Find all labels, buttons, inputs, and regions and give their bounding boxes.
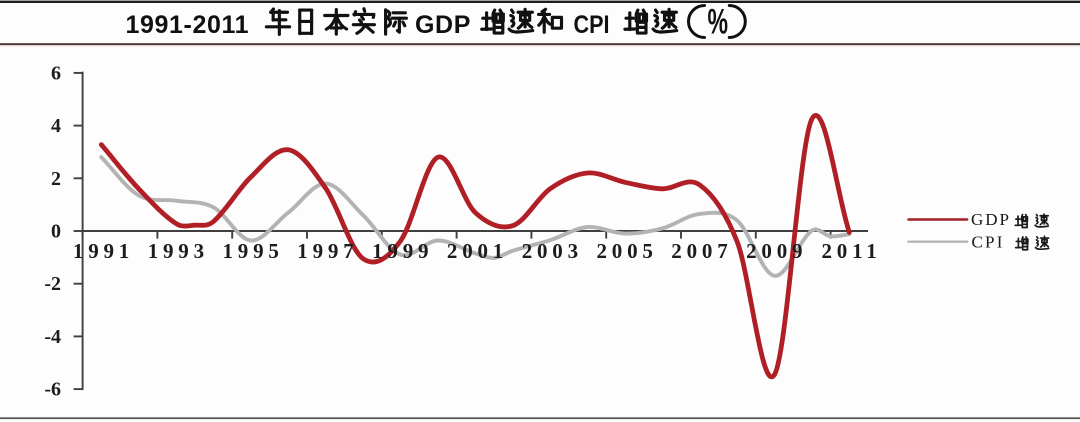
svg-text:%: % (708, 3, 729, 42)
svg-text:1999: 1999 (372, 239, 433, 263)
svg-text:CPI: CPI (574, 11, 610, 39)
svg-text:-6: -6 (44, 379, 61, 401)
svg-text:2001: 2001 (447, 239, 508, 263)
svg-text:2007: 2007 (671, 239, 732, 263)
svg-text:GDP: GDP (971, 210, 1011, 229)
svg-text:2: 2 (51, 168, 61, 190)
svg-text:1995: 1995 (222, 239, 283, 263)
svg-text:GDP: GDP (415, 11, 471, 39)
svg-text:0: 0 (51, 221, 61, 243)
svg-text:1997: 1997 (297, 239, 358, 263)
svg-text:6: 6 (51, 62, 61, 84)
svg-text:-2: -2 (44, 273, 61, 295)
svg-text:CPI: CPI (972, 233, 1005, 252)
svg-text:4: 4 (51, 115, 61, 137)
svg-text:2011: 2011 (821, 239, 881, 263)
svg-text:2009: 2009 (746, 239, 807, 263)
svg-text:1991-2011: 1991-2011 (126, 11, 250, 39)
svg-text:1993: 1993 (148, 239, 209, 263)
svg-text:-4: -4 (44, 326, 61, 348)
svg-text:2003: 2003 (522, 239, 583, 263)
svg-text:2005: 2005 (596, 239, 657, 263)
svg-text:1991: 1991 (73, 239, 134, 263)
